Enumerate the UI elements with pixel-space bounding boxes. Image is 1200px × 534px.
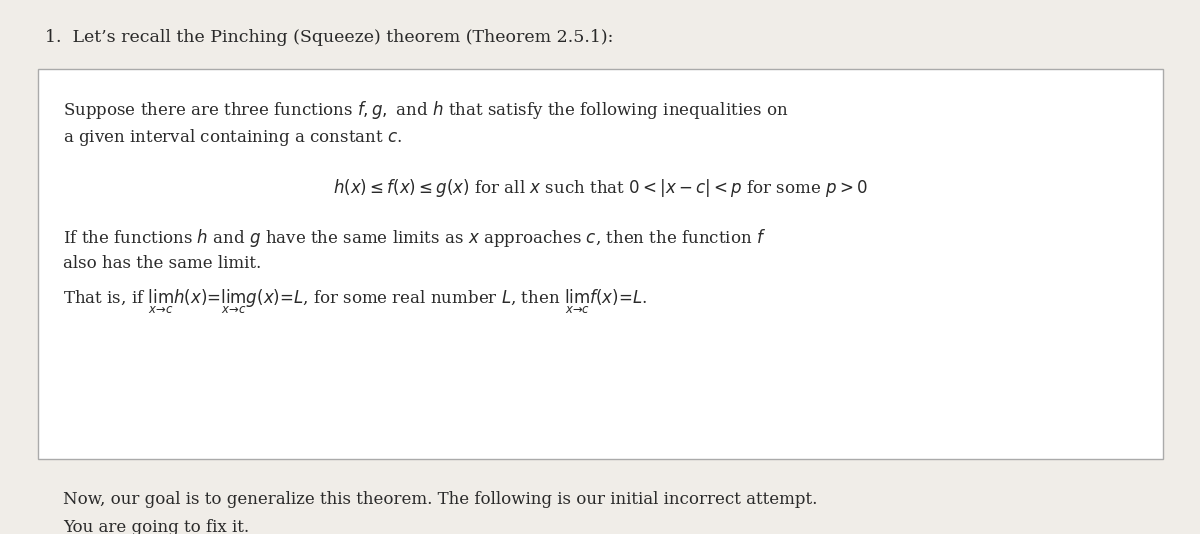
Text: $h(x) \leq f(x) \leq g(x)$ for all $x$ such that $0 < |x - c| < p$ for some $p >: $h(x) \leq f(x) \leq g(x)$ for all $x$ s… xyxy=(334,177,868,199)
Text: If the functions $h$ and $g$ have the same limits as $x$ approaches $c$, then th: If the functions $h$ and $g$ have the sa… xyxy=(64,227,766,249)
Text: Suppose there are three functions $f, g,$ and $h$ that satisfy the following ine: Suppose there are three functions $f, g,… xyxy=(64,99,788,121)
Text: You are going to fix it.: You are going to fix it. xyxy=(64,519,250,534)
Text: Now, our goal is to generalize this theorem. The following is our initial incorr: Now, our goal is to generalize this theo… xyxy=(64,491,817,508)
Text: also has the same limit.: also has the same limit. xyxy=(64,255,262,272)
Text: That is, if $\lim_{x \to c} h(x) = \lim_{x \to c} g(x) = L$, for some real numbe: That is, if $\lim_{x \to c} h(x) = \lim_… xyxy=(64,288,647,316)
Text: 1.  Let’s recall the Pinching (Squeeze) theorem (Theorem 2.5.1):: 1. Let’s recall the Pinching (Squeeze) t… xyxy=(46,29,613,46)
Bar xyxy=(38,69,1163,459)
Text: a given interval containing a constant $c$.: a given interval containing a constant $… xyxy=(64,127,402,148)
